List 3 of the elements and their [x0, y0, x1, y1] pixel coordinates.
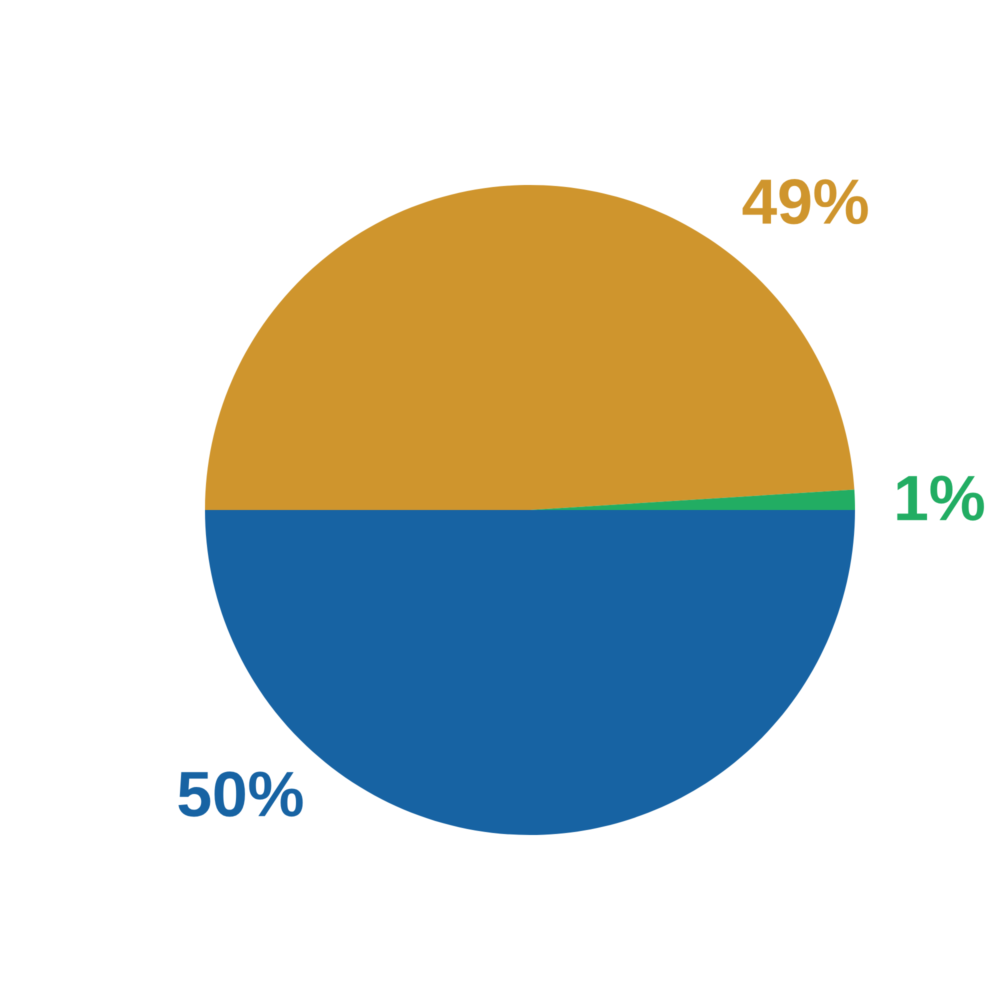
data-label: 1%: [897, 476, 984, 521]
data-label: 50%: [178, 771, 303, 817]
data-label: 49%: [742, 179, 868, 224]
